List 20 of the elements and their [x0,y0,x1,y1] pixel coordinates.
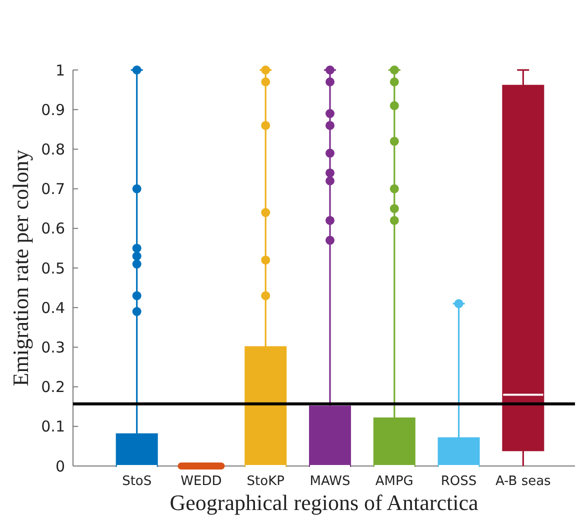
x-axis-title: Geographical regions of Antarctica [170,490,478,515]
y-tick-label: 0 [55,457,65,476]
y-axis-title: Emigration rate per colony [8,150,33,386]
x-tick-label: A-B seas [495,474,552,489]
y-tick-label: 0.4 [41,298,65,317]
y-tick-label: 0.2 [41,378,65,396]
y-tick-label: 0.6 [41,220,65,238]
y-tick-label: 0.8 [41,140,65,158]
x-tick-label: ROSS [440,474,477,489]
x-tick-label: WEDD [180,474,222,489]
x-tick-label: StoKP [246,474,285,489]
y-tick-label: 0.3 [41,338,65,356]
y-tick-label: 0.9 [41,100,65,119]
y-tick-label: 1 [55,61,65,80]
x-tick-label: AMPG [375,474,414,489]
x-tick-label: StoS [122,474,152,489]
y-tick-label: 0.7 [41,180,65,198]
y-tick-label: 0.1 [41,418,65,436]
y-tick-label: 0.5 [41,259,65,278]
x-tick-label: MAWS [310,474,350,489]
